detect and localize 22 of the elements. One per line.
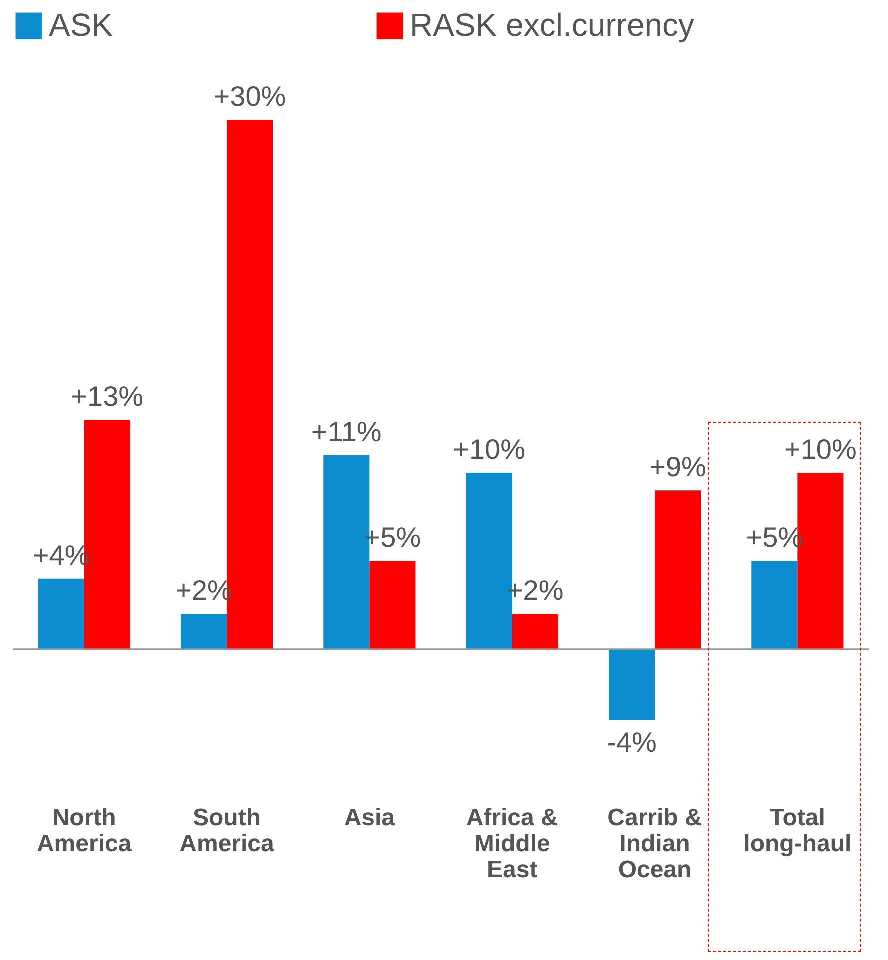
bar [512, 614, 558, 650]
data-label: +13% [71, 381, 144, 412]
legend-label: ASK [49, 7, 114, 43]
legend-label: RASK excl.currency [410, 7, 695, 43]
bar [180, 614, 227, 650]
x-tick-label: North America [36, 804, 132, 858]
bar [752, 561, 798, 650]
x-tick-label: Asia [344, 804, 396, 832]
data-label: +9% [650, 452, 706, 483]
bar [655, 490, 702, 650]
bar [608, 649, 655, 720]
x-tick-label: Total long-haul [744, 804, 852, 858]
data-label: +11% [311, 416, 382, 448]
x-tick-label: Carrib & Indian Ocean [608, 804, 702, 884]
bar [38, 578, 84, 650]
bar [370, 561, 416, 650]
x-tick-label: Africa & Middle East [466, 804, 558, 884]
data-label: +10% [784, 434, 857, 465]
x-tick-label: South America [180, 804, 276, 858]
data-label: +30% [214, 81, 286, 112]
data-label: -4% [607, 727, 657, 758]
data-label: +10% [453, 434, 526, 465]
